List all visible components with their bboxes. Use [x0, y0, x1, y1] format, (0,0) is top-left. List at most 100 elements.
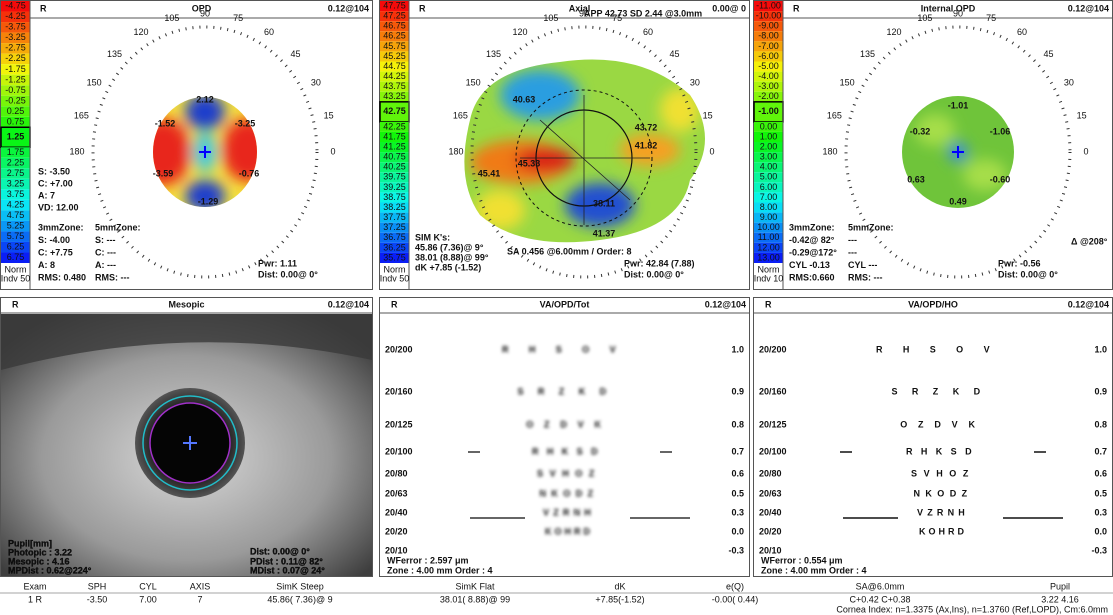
panel-badge: 0.00@ 0: [712, 3, 746, 13]
info-text: S: ---: [95, 235, 116, 245]
scale-label: 46.25: [383, 31, 406, 41]
scale-label: 41.25: [383, 141, 406, 151]
angle-label: 15: [703, 111, 713, 121]
snellen-label: 20/40: [759, 507, 782, 517]
scale-center-label: -1.00: [758, 106, 779, 116]
scale-swatch: [754, 222, 783, 233]
scale-swatch: [1, 64, 30, 75]
decimal-label: 0.8: [1094, 419, 1107, 429]
scale-swatch: [380, 212, 409, 223]
scale-label: 5.25: [7, 221, 25, 231]
map-blob: [915, 114, 955, 146]
angle-label: 75: [612, 13, 622, 23]
scale-swatch: [1, 74, 30, 86]
scale-swatch: [754, 11, 783, 22]
info-text: Δ @208°: [1071, 236, 1108, 246]
optotype-row: KOHRD: [545, 526, 593, 536]
info-text: 5mmZone:: [848, 222, 894, 232]
decimal-label: 0.9: [1094, 386, 1107, 396]
info-text: Pwr: 42.84 (7.88): [624, 258, 695, 268]
scale-label: 45.25: [383, 51, 406, 61]
scale-label: -6.00: [758, 51, 779, 61]
info-text: MPDist : 0.62@224°: [8, 565, 92, 575]
optotype-row: SVHOZ: [537, 468, 601, 478]
optotype-row: RHSOV: [502, 344, 636, 354]
angle-label: 165: [827, 111, 842, 121]
scale-label: -10.00: [756, 11, 782, 21]
snellen-label: 20/80: [759, 468, 782, 478]
scale-label: -4.00: [758, 71, 779, 81]
scale-swatch: [380, 61, 409, 72]
optotype-row: OZDVK: [526, 419, 612, 429]
snellen-label: 20/10: [759, 545, 782, 555]
table-value: +7.85(-1.52): [595, 594, 644, 604]
scale-swatch: [754, 71, 783, 82]
scale-swatch: [1, 85, 30, 96]
angle-label: 135: [486, 49, 501, 59]
scale-swatch: [380, 242, 409, 253]
eyelid: [1, 314, 372, 370]
table-header: CYL: [139, 581, 157, 591]
scale-swatch: [380, 11, 409, 22]
scale-swatch: [1, 252, 30, 263]
scale-swatch: [1, 178, 30, 190]
info-text: VD: 12.00: [38, 202, 79, 212]
scale-label: -9.00: [758, 21, 779, 31]
panel-badge: 0.12@104: [1068, 299, 1109, 309]
decimal-label: 0.6: [1094, 468, 1107, 478]
table-value: C+0.42 C+0.38: [849, 594, 910, 604]
info-text: Dist: 0.00@ 0°: [258, 269, 318, 279]
angle-label: 15: [1077, 111, 1087, 121]
scale-label: 2.00: [760, 141, 778, 151]
decimal-label: 0.5: [731, 488, 744, 498]
scale-swatch: [1, 53, 30, 65]
panel-frame: [379, 297, 750, 577]
info-text: -0.29@172°: [789, 247, 837, 257]
scale-label: 36.75: [383, 232, 406, 242]
scale-label: -1.25: [5, 74, 26, 84]
scale-label: 12.00: [757, 242, 780, 252]
angle-label: 30: [311, 77, 321, 87]
scale-label: 3.75: [7, 189, 25, 199]
scale-swatch: [380, 182, 409, 193]
snellen-label: 20/10: [385, 545, 408, 555]
info-text: ---: [848, 247, 857, 257]
scale-swatch: [754, 152, 783, 163]
map-blob: [153, 118, 191, 186]
tick-ring: [91, 25, 319, 279]
scale-label: 9.00: [760, 212, 778, 222]
eye-label: R: [793, 3, 800, 13]
angle-label: 165: [453, 111, 468, 121]
optotype-row: NKODZ: [540, 488, 599, 498]
info-text: 45.86 (7.36)@ 9°: [415, 242, 484, 252]
optotype-row: SRZKD: [518, 386, 621, 396]
scale-swatch: [1, 199, 30, 211]
table-value: -3.50: [87, 594, 108, 604]
map-label: -1.52: [155, 118, 176, 128]
panel-title: OPD: [192, 3, 212, 13]
scale-label: 39.25: [383, 182, 406, 192]
info-text: PDist : 0.11@ 82°: [250, 556, 323, 566]
scale-swatch: [754, 182, 783, 193]
scale-swatch: [754, 232, 783, 243]
scale-label: -8.00: [758, 31, 779, 41]
info-text: CYL ---: [848, 260, 877, 270]
optotype-row: RHSOV: [876, 344, 1010, 354]
decimal-label: 1.0: [731, 344, 744, 354]
scale-label: -1.75: [5, 64, 26, 74]
info-text: 3mmZone:: [38, 222, 84, 232]
scale-label: -2.75: [5, 43, 26, 53]
scale-swatch: [754, 252, 783, 263]
scale-swatch: [380, 252, 409, 263]
info-text: RMS: ---: [95, 272, 130, 282]
scale-swatch: [380, 232, 409, 243]
scale-swatch: [754, 1, 783, 12]
scale-label: 37.25: [383, 222, 406, 232]
scale-label: -4.75: [5, 1, 26, 11]
scale-label: 41.75: [383, 131, 406, 141]
info-text: Pwr: 1.11: [258, 258, 297, 268]
table-value: 45.86( 7.36)@ 9: [267, 594, 332, 604]
scale-label: 37.75: [383, 212, 406, 222]
scale-label: 4.25: [7, 200, 25, 210]
